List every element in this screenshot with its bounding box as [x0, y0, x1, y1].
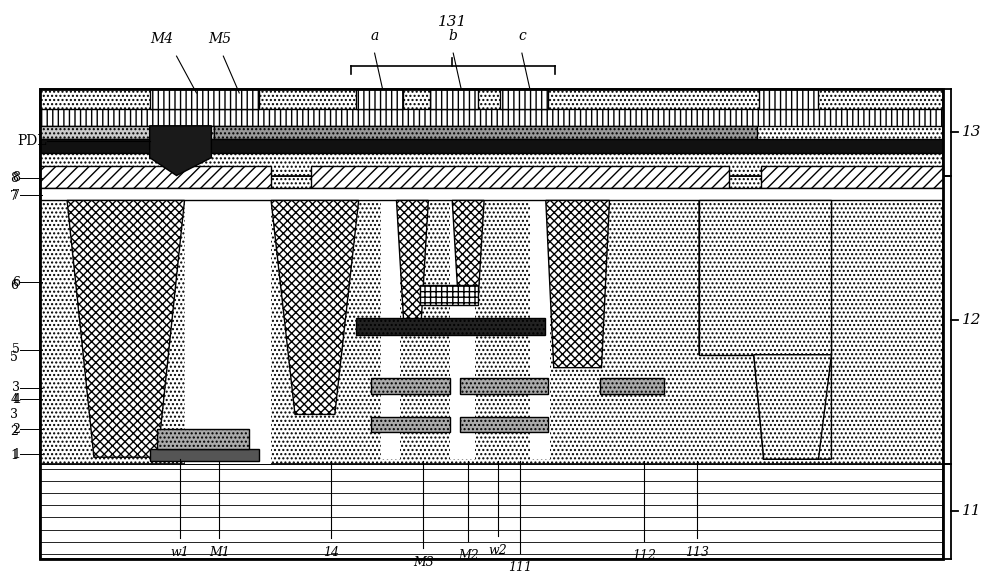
Text: 3: 3: [12, 381, 20, 394]
Text: c: c: [518, 29, 526, 43]
Bar: [150, 89, 259, 109]
Bar: [40, 109, 943, 126]
Bar: [500, 89, 548, 109]
Bar: [214, 126, 757, 139]
Text: M4: M4: [150, 32, 173, 46]
Bar: [460, 418, 548, 432]
Text: 7: 7: [12, 189, 20, 202]
Bar: [761, 166, 943, 188]
Text: 8: 8: [12, 171, 20, 184]
Bar: [460, 418, 548, 432]
Bar: [356, 318, 545, 335]
Text: 131: 131: [438, 15, 467, 29]
Bar: [371, 418, 450, 432]
Text: 113: 113: [685, 546, 709, 559]
Polygon shape: [546, 201, 609, 367]
Bar: [185, 201, 271, 457]
Bar: [420, 285, 478, 305]
Bar: [450, 201, 475, 459]
Bar: [371, 377, 450, 394]
Bar: [150, 89, 259, 109]
Bar: [600, 377, 664, 394]
Text: a: a: [370, 29, 379, 43]
Bar: [40, 188, 943, 201]
Bar: [430, 89, 478, 109]
Bar: [356, 318, 545, 335]
Text: 3: 3: [10, 408, 18, 421]
Text: b: b: [449, 29, 458, 43]
Text: 4: 4: [12, 393, 20, 406]
Polygon shape: [150, 126, 211, 176]
Polygon shape: [67, 201, 185, 457]
Bar: [430, 89, 478, 109]
Text: 13: 13: [962, 125, 981, 139]
Bar: [600, 377, 664, 394]
Text: 112: 112: [632, 549, 656, 562]
Text: 6: 6: [12, 276, 20, 288]
Bar: [40, 89, 943, 559]
Text: 12: 12: [962, 313, 981, 327]
Bar: [40, 89, 943, 176]
Bar: [460, 377, 548, 394]
Text: 6: 6: [10, 278, 18, 291]
Text: 5: 5: [12, 343, 20, 356]
Bar: [40, 166, 271, 188]
Bar: [150, 449, 259, 461]
Text: M3: M3: [413, 556, 434, 569]
Text: 14: 14: [323, 546, 339, 559]
Bar: [311, 166, 729, 188]
Polygon shape: [452, 201, 484, 300]
Text: w2: w2: [489, 544, 507, 557]
Text: 7: 7: [10, 190, 18, 203]
Polygon shape: [396, 201, 428, 335]
Bar: [381, 201, 400, 459]
Text: M2: M2: [458, 549, 479, 562]
Bar: [40, 464, 943, 559]
Bar: [157, 429, 249, 449]
Text: 2: 2: [10, 425, 18, 438]
Bar: [356, 89, 403, 109]
Bar: [40, 176, 943, 464]
Bar: [40, 176, 943, 464]
Bar: [40, 166, 271, 188]
Bar: [40, 126, 214, 139]
Text: 11: 11: [962, 504, 981, 518]
Text: w1: w1: [170, 546, 189, 559]
Bar: [420, 285, 478, 305]
Text: 5: 5: [10, 351, 18, 364]
Bar: [500, 89, 548, 109]
Text: 1: 1: [12, 448, 20, 461]
Text: M1: M1: [209, 546, 230, 559]
Polygon shape: [699, 201, 831, 459]
Text: PDL: PDL: [17, 134, 47, 148]
Text: 111: 111: [508, 560, 532, 574]
Bar: [186, 201, 271, 459]
Text: 2: 2: [12, 423, 20, 436]
Bar: [214, 126, 757, 139]
Bar: [530, 201, 550, 459]
Polygon shape: [754, 355, 831, 459]
Bar: [460, 377, 548, 394]
Bar: [371, 377, 450, 394]
Text: 1: 1: [10, 449, 18, 462]
Bar: [157, 429, 249, 449]
Bar: [40, 89, 943, 176]
Bar: [40, 139, 943, 153]
Bar: [356, 89, 403, 109]
Bar: [185, 201, 271, 464]
Text: 8: 8: [10, 172, 18, 185]
Bar: [761, 166, 943, 188]
Bar: [311, 166, 729, 188]
Bar: [371, 418, 450, 432]
Bar: [759, 89, 818, 109]
Polygon shape: [699, 201, 831, 355]
Bar: [40, 109, 943, 126]
Polygon shape: [271, 201, 359, 414]
Text: 4: 4: [10, 393, 18, 406]
Text: M5: M5: [208, 32, 231, 46]
Bar: [40, 126, 214, 139]
Bar: [759, 89, 818, 109]
